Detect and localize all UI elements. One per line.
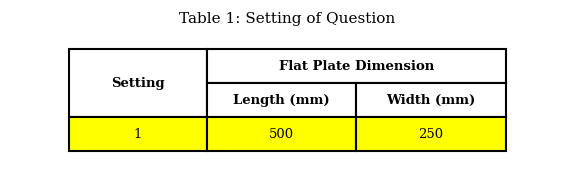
Bar: [69, 49, 206, 117]
Bar: [356, 117, 506, 151]
Bar: [206, 117, 356, 151]
Text: 250: 250: [419, 128, 444, 141]
Text: 500: 500: [269, 128, 294, 141]
Text: Setting: Setting: [111, 77, 164, 90]
Text: Width (mm): Width (mm): [386, 94, 476, 107]
Text: Length (mm): Length (mm): [233, 94, 330, 107]
Text: Flat Plate Dimension: Flat Plate Dimension: [279, 60, 434, 73]
Bar: [356, 83, 506, 117]
Bar: [206, 83, 356, 117]
Text: 1: 1: [133, 128, 142, 141]
Text: Table 1: Setting of Question: Table 1: Setting of Question: [179, 12, 396, 26]
Bar: [206, 49, 506, 83]
Bar: [69, 117, 206, 151]
